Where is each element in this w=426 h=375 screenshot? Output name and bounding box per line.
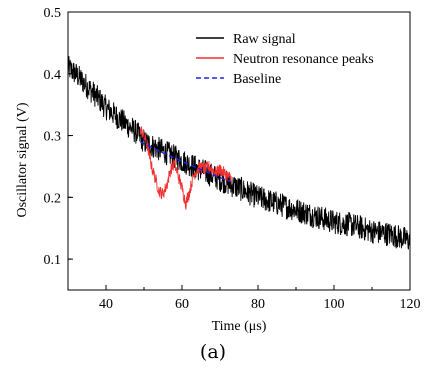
x-tick-label: 120 bbox=[400, 297, 421, 312]
series-line-2 bbox=[139, 141, 232, 183]
figure-caption: (a) bbox=[199, 341, 227, 363]
x-axis-label: Time (μs) bbox=[212, 319, 267, 334]
y-tick-label: 0.1 bbox=[44, 253, 62, 268]
y-tick-label: 0.4 bbox=[44, 68, 62, 83]
y-tick-label: 0.2 bbox=[44, 191, 62, 206]
line-chart: 40 60 80 100 120 0.1 0.2 0.3 0.4 0.5 Raw signal Ne… bbox=[15, 6, 421, 334]
legend-label-0: Raw signal bbox=[233, 32, 296, 47]
y-axis-label: Oscillator signal (V) bbox=[15, 102, 30, 217]
plot-frame bbox=[67, 11, 411, 291]
axes: 40 60 80 100 120 0.1 0.2 0.3 0.4 0.5 bbox=[44, 6, 421, 312]
x-tick-label: 100 bbox=[324, 297, 345, 312]
y-tick-label: 0.3 bbox=[44, 130, 62, 145]
legend-label-2: Baseline bbox=[233, 72, 281, 87]
x-tick-label: 40 bbox=[99, 297, 113, 312]
x-tick-label: 80 bbox=[251, 297, 265, 312]
series-line-0 bbox=[68, 56, 410, 250]
legend: Raw signal Neutron resonance peaks Baselin… bbox=[196, 32, 374, 87]
plot-area bbox=[68, 56, 410, 250]
x-tick-label: 60 bbox=[175, 297, 189, 312]
y-tick-label: 0.5 bbox=[44, 6, 62, 21]
legend-label-1: Neutron resonance peaks bbox=[233, 52, 374, 67]
